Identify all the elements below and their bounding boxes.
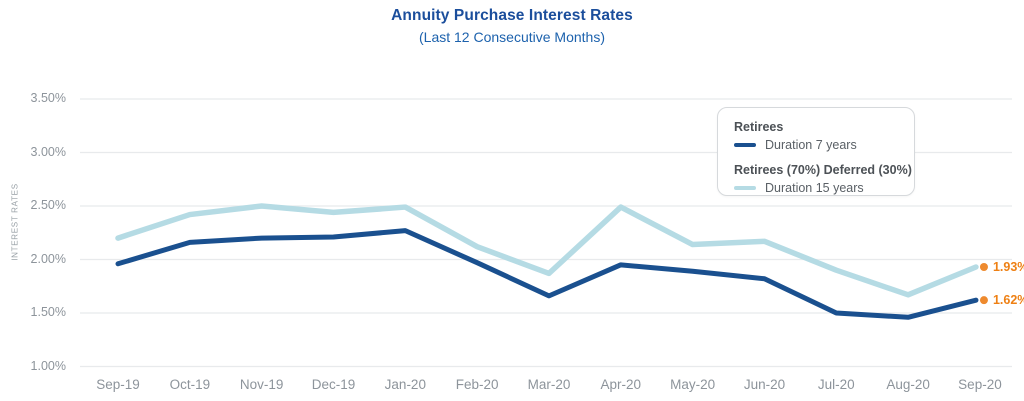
y-axis-title: INTEREST RATES [10,183,20,261]
y-tick-label: 3.50% [30,91,66,105]
legend-group-retirees-deferred: Retirees (70%) Deferred (30%) Duration 1… [734,163,914,195]
legend-item-label: Duration 7 years [765,138,857,152]
x-tick-label: Nov-19 [239,377,284,392]
legend-item-duration-7: Duration 7 years [734,138,914,152]
x-tick-label: Oct-19 [169,377,211,392]
y-tick-label: 1.00% [30,358,66,373]
x-tick-label: Aug-20 [886,377,930,392]
y-tick-label: 2.50% [30,198,66,212]
x-tick-label: Sep-20 [958,377,1002,392]
legend-group-retirees: Retirees Duration 7 years [734,120,914,152]
x-tick-label: May-20 [670,377,716,392]
legend-item-label: Duration 15 years [765,181,864,195]
end-value-label: 1.62% [992,293,1024,308]
legend: Retirees Duration 7 years Retirees (70%)… [717,107,915,196]
end-point-dot [979,262,988,271]
y-tick-label: 2.00% [30,251,66,266]
series-line-duration-7-years [115,228,979,320]
chart-title: Annuity Purchase Interest Rates [391,7,633,24]
y-tick-label: 1.50% [30,305,66,319]
y-tick-label: 3.00% [30,144,66,159]
x-tick-label: Dec-19 [311,377,356,392]
legend-item-duration-15: Duration 15 years [734,181,914,195]
x-tick-label: Feb-20 [455,377,499,392]
x-tick-label: Apr-20 [600,377,642,392]
x-tick-label: Sep-19 [96,377,140,392]
chart-subtitle: (Last 12 Consecutive Months) [419,29,605,45]
legend-series-name: Retirees [734,120,784,134]
end-value-label: 1.93% [992,259,1024,274]
x-tick-label: Jun-20 [743,377,786,392]
duration-15-line-swatch-icon [734,186,756,190]
x-tick-label: Mar-20 [527,377,571,392]
x-tick-label: Jan-20 [384,377,426,392]
legend-series-name: Retirees (70%) Deferred (30%) [734,163,912,177]
end-point-dot [979,296,988,305]
duration-7-line-swatch-icon [734,143,756,147]
x-tick-label: Jul-20 [817,377,855,392]
series-line-duration-15-years [115,203,979,298]
